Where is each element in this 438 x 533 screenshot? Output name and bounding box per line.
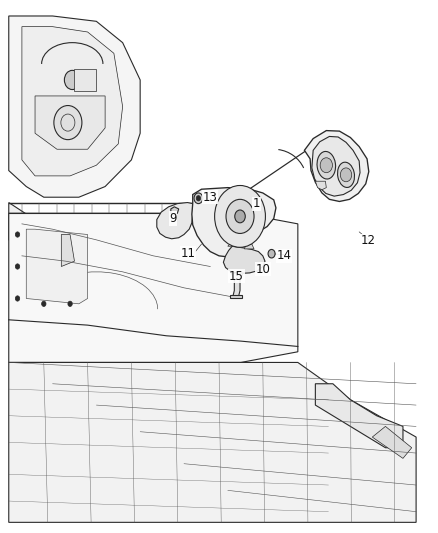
Circle shape bbox=[42, 301, 46, 306]
Polygon shape bbox=[9, 362, 416, 522]
Polygon shape bbox=[157, 203, 193, 239]
Polygon shape bbox=[26, 229, 88, 304]
Polygon shape bbox=[372, 426, 412, 458]
Circle shape bbox=[196, 196, 201, 201]
Circle shape bbox=[54, 106, 82, 140]
Ellipse shape bbox=[338, 162, 354, 188]
Polygon shape bbox=[228, 243, 240, 246]
Polygon shape bbox=[74, 69, 96, 91]
Polygon shape bbox=[61, 235, 74, 266]
Text: 14: 14 bbox=[276, 249, 291, 262]
Text: 9: 9 bbox=[169, 212, 177, 225]
Circle shape bbox=[15, 264, 20, 269]
Text: 10: 10 bbox=[255, 263, 270, 276]
Circle shape bbox=[68, 301, 72, 306]
Circle shape bbox=[268, 249, 275, 258]
Circle shape bbox=[235, 210, 245, 223]
Circle shape bbox=[64, 70, 80, 90]
Text: 13: 13 bbox=[203, 191, 218, 204]
Text: 11: 11 bbox=[181, 247, 196, 260]
Circle shape bbox=[340, 168, 352, 182]
Polygon shape bbox=[22, 27, 123, 176]
Polygon shape bbox=[315, 181, 326, 190]
Polygon shape bbox=[230, 295, 242, 298]
Circle shape bbox=[320, 158, 332, 173]
Polygon shape bbox=[192, 188, 276, 257]
Polygon shape bbox=[9, 203, 66, 256]
Polygon shape bbox=[171, 207, 179, 215]
Circle shape bbox=[215, 185, 265, 247]
Polygon shape bbox=[315, 384, 403, 448]
Circle shape bbox=[15, 296, 20, 301]
Polygon shape bbox=[223, 246, 265, 273]
Circle shape bbox=[194, 193, 203, 204]
Ellipse shape bbox=[317, 151, 336, 179]
Text: 12: 12 bbox=[360, 235, 375, 247]
Polygon shape bbox=[9, 213, 298, 362]
Polygon shape bbox=[244, 244, 254, 249]
Polygon shape bbox=[304, 131, 369, 201]
Circle shape bbox=[15, 232, 20, 237]
Text: 15: 15 bbox=[229, 270, 244, 282]
Polygon shape bbox=[35, 96, 105, 149]
Text: 1: 1 bbox=[252, 197, 260, 210]
Polygon shape bbox=[9, 16, 140, 197]
Circle shape bbox=[226, 199, 254, 233]
Polygon shape bbox=[231, 273, 243, 296]
Polygon shape bbox=[312, 136, 360, 196]
